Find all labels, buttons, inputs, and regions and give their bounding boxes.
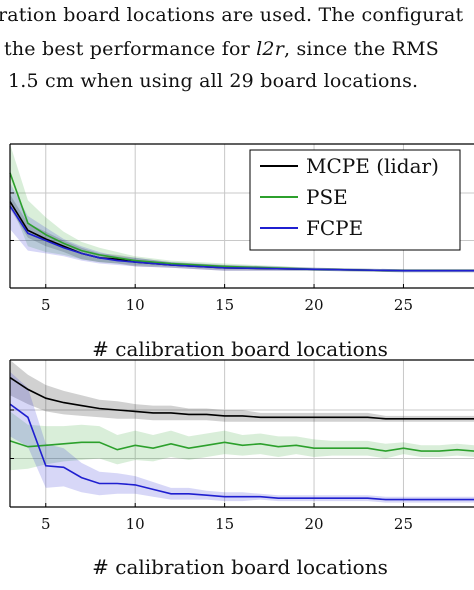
body-text-line-3: 1.5 cm when using all 29 board locations… — [8, 70, 419, 92]
x-tick-label: 10 — [126, 515, 145, 533]
x-tick-label: 15 — [215, 296, 234, 314]
series-band-mcpe-lidar- — [10, 360, 474, 422]
x-tick-label: 5 — [41, 515, 51, 533]
x-tick-label: 15 — [215, 515, 234, 533]
math-symbol-l2r: l2r — [256, 38, 284, 60]
chart-top-xlabel: # calibration board locations — [92, 337, 388, 361]
chart-bottom-plot: 5 10 15 20 25 — [9, 359, 474, 533]
x-tick-label: 20 — [304, 296, 323, 314]
x-tick-label: 10 — [126, 296, 145, 314]
x-tick-label: 20 — [304, 515, 323, 533]
body-text-line-2-part: the best performance for l2r, since the … — [4, 38, 439, 60]
x-tick-label: 25 — [394, 515, 413, 533]
series-line-fcpe — [9, 205, 474, 272]
series-line-pse — [9, 440, 474, 452]
chart-top-plot: 5 10 15 20 25 MCPE (lidar) PSE FCPE — [9, 143, 474, 314]
series-line-mcpe-lidar- — [9, 376, 474, 420]
legend-label: PSE — [306, 185, 348, 209]
legend-label: FCPE — [306, 216, 363, 240]
body-text-line-2: the best performance for l2r, since the … — [4, 38, 439, 60]
series-line-fcpe — [9, 403, 474, 501]
body-text-line-1: ration board locations are used. The con… — [0, 4, 464, 26]
x-tick-label: 5 — [41, 296, 51, 314]
x-tick-label: 25 — [394, 296, 413, 314]
series-band-pse — [10, 411, 474, 471]
legend-label: MCPE (lidar) — [306, 154, 439, 178]
chart-bottom-xlabel: # calibration board locations — [92, 555, 388, 579]
